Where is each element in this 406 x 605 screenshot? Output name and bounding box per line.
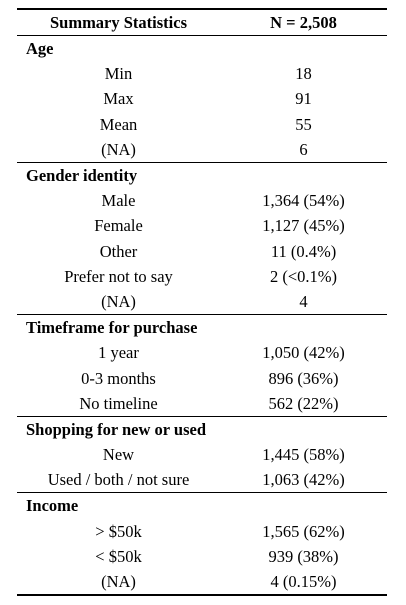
- table-row: Mean 55: [17, 112, 387, 137]
- table-row: Used / both / not sure 1,063 (42%): [17, 467, 387, 493]
- section-row-gender-identity: Gender identity: [17, 161, 387, 189]
- row-label: New: [102, 445, 135, 465]
- table-row: 1 year 1,050 (42%): [17, 340, 387, 365]
- row-label: Used / both / not sure: [47, 470, 190, 490]
- row-label: Mean: [99, 114, 138, 134]
- row-label: (NA): [101, 139, 136, 159]
- section-title: Income: [17, 492, 387, 519]
- section-row-timeframe-for-purchase: Timeframe for purchase: [17, 314, 387, 341]
- section-row-age: Age: [17, 36, 387, 62]
- row-value: 1,127 (45%): [262, 216, 345, 236]
- header-summary-statistics: Summary Statistics: [17, 8, 220, 36]
- row-value: 91: [295, 89, 312, 109]
- row-value: 1,050 (42%): [262, 343, 345, 363]
- row-value: 2 (<0.1%): [269, 266, 338, 286]
- table-row: Female 1,127 (45%): [17, 213, 387, 238]
- row-label: 0-3 months: [81, 368, 156, 388]
- row-value: 939 (38%): [268, 546, 339, 566]
- header-row: Summary Statistics N = 2,508: [17, 8, 387, 36]
- row-value: 562 (22%): [268, 393, 339, 413]
- table-row: 0-3 months 896 (36%): [17, 365, 387, 390]
- row-label: (NA): [17, 568, 220, 597]
- row-label: Min: [104, 64, 133, 84]
- row-label: Female: [94, 216, 143, 236]
- row-label: Prefer not to say: [64, 266, 173, 286]
- table-row: Min 18: [17, 61, 387, 86]
- table-row: New 1,445 (58%): [17, 442, 387, 467]
- table-row: Other 11 (0.4%): [17, 239, 387, 264]
- row-value: 4 (0.15%): [220, 568, 387, 597]
- table-row: < $50k 939 (38%): [17, 544, 387, 569]
- row-label: > $50k: [95, 521, 142, 541]
- row-value: 896 (36%): [268, 368, 339, 388]
- row-value: 55: [295, 114, 312, 134]
- row-label: Other: [99, 241, 138, 261]
- row-value: 4: [299, 291, 308, 311]
- section-title: Shopping for new or used: [17, 415, 387, 442]
- section-row-income: Income: [17, 492, 387, 519]
- table-row: (NA) 6: [17, 137, 387, 163]
- row-value: 1,364 (54%): [262, 191, 345, 211]
- table-row: Prefer not to say 2 (<0.1%): [17, 264, 387, 289]
- section-title: Gender identity: [17, 161, 387, 189]
- section-row-shopping-for-new-or-used: Shopping for new or used: [17, 415, 387, 442]
- table-row: Male 1,364 (54%): [17, 188, 387, 213]
- row-label: No timeline: [79, 393, 158, 413]
- section-title: Age: [26, 39, 54, 59]
- row-value: 1,445 (58%): [262, 445, 345, 465]
- row-label: < $50k: [95, 546, 142, 566]
- row-label: Max: [103, 89, 134, 109]
- row-value: 6: [299, 139, 308, 159]
- row-value: 1,063 (42%): [262, 470, 345, 490]
- summary-statistics-table: Summary Statistics N = 2,508 Age Min 18 Max…: [17, 8, 387, 597]
- row-label: 1 year: [98, 343, 139, 363]
- table-row: No timeline 562 (22%): [17, 391, 387, 417]
- row-value: 1,565 (62%): [262, 521, 345, 541]
- header-sample-size: N = 2,508: [220, 8, 387, 36]
- row-value: 11 (0.4%): [270, 241, 337, 261]
- row-value: 18: [295, 64, 312, 84]
- table-row: Max 91: [17, 86, 387, 111]
- row-label: Male: [101, 191, 136, 211]
- table-row: (NA) 4 (0.15%): [17, 568, 387, 597]
- table-body: Age Min 18 Max 91 Mean 55 (NA) 6 Gender identity M…: [17, 36, 387, 597]
- row-label: (NA): [101, 291, 136, 311]
- table-row: (NA) 4: [17, 289, 387, 315]
- table-header: Summary Statistics N = 2,508: [17, 8, 387, 36]
- section-title: Timeframe for purchase: [17, 314, 387, 341]
- table-row: > $50k 1,565 (62%): [17, 519, 387, 544]
